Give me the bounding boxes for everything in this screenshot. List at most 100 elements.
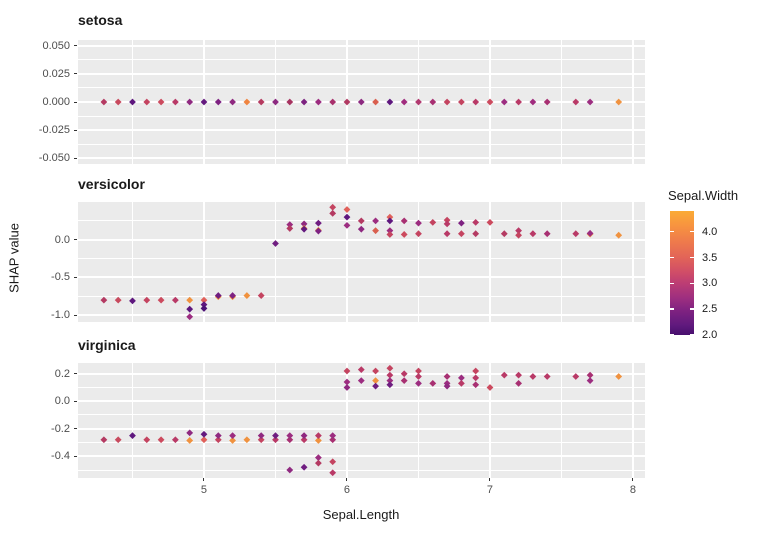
legend-tick-label: 3.5 [702,251,718,264]
data-point [286,98,294,106]
data-point [586,377,594,385]
data-point [386,231,394,238]
data-point [443,216,451,224]
data-point [429,379,437,387]
x-tick-mark [203,478,205,481]
y-tick-label: -0.4 [51,450,70,463]
data-point [372,217,379,225]
data-point [214,292,222,299]
data-point [415,98,422,106]
y-major-gridline [78,372,645,375]
data-point [415,373,422,380]
y-minor-gridline [78,295,645,297]
y-tick-label: 0.0 [54,395,70,408]
y-tick-label: 0.050 [42,39,70,52]
x-minor-gridline [417,363,419,478]
data-point [415,379,422,387]
data-point [114,296,122,304]
data-point [272,98,279,106]
data-point [257,436,265,444]
y-tick-mark [74,428,77,430]
data-point [129,297,136,305]
data-point [357,98,365,106]
data-point [472,218,480,226]
data-point [400,377,408,385]
data-point [286,432,294,440]
data-point [272,432,279,440]
facet-strip-label: virginica [78,337,136,353]
data-point [472,98,480,106]
x-tick-label: 6 [343,484,351,496]
data-point [100,98,108,106]
data-point [300,98,308,106]
legend-tick-mark [690,282,694,285]
data-point [100,436,108,444]
data-point [457,374,465,382]
data-point [314,227,322,235]
data-point [243,292,251,299]
data-point [214,432,222,440]
facet-strip-label: versicolor [78,176,145,192]
data-point [615,373,623,380]
colorbar-gradient [670,211,694,335]
y-major-gridline [78,72,645,75]
data-point [143,98,151,106]
data-point [572,230,580,238]
data-point [457,230,465,238]
data-point [186,98,194,106]
legend-tick-mark [670,256,674,259]
data-point [457,379,465,387]
data-point [386,98,394,106]
y-minor-gridline [78,59,645,61]
data-point [200,98,208,106]
legend-tick-mark [670,308,674,310]
y-tick-mark [74,101,77,103]
legend-tick-label: 2.5 [702,303,718,316]
data-point [400,217,408,225]
data-point [100,296,108,304]
data-point [357,366,365,374]
data-point [286,466,294,474]
y-major-gridline [78,400,645,403]
data-point [314,454,322,462]
data-point [486,98,494,106]
data-point [314,219,322,227]
y-tick-mark [74,129,77,131]
data-point [500,230,508,238]
data-point [329,458,337,466]
data-point [615,98,623,106]
data-point [286,225,294,232]
data-point [200,301,208,309]
x-minor-gridline [560,202,562,322]
data-point [386,377,394,385]
y-tick-label: -0.5 [51,271,70,284]
data-point [386,364,394,372]
data-point [229,292,236,299]
data-point [214,98,222,106]
data-point [200,296,208,304]
y-major-gridline [78,314,645,317]
data-point [529,230,537,238]
x-tick-label: 7 [486,484,494,496]
data-point [343,213,351,221]
data-point [429,98,437,106]
data-point [186,437,194,444]
data-point [200,436,208,444]
data-point [300,436,308,444]
data-point [372,377,379,385]
data-point [386,213,394,221]
legend-tick-mark [670,230,674,233]
points-layer [100,98,623,106]
data-point [300,432,308,440]
data-point [300,225,308,233]
x-axis-title: Sepal.Length [322,507,400,522]
legend-tick-mark [690,256,694,259]
y-minor-gridline [78,143,645,145]
x-minor-gridline [274,202,276,322]
y-minor-gridline [78,414,645,416]
data-point [186,296,194,304]
y-tick-label: -0.2 [51,422,70,435]
data-point [400,231,408,238]
data-point [515,379,522,387]
data-point [329,469,337,477]
